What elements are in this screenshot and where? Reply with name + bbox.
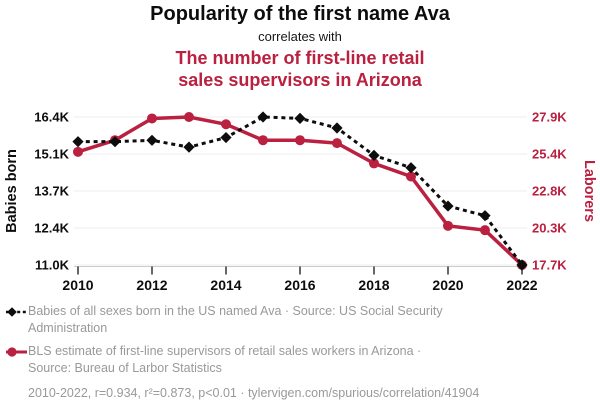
circle-marker xyxy=(480,225,490,236)
right-axis-tick-label: 17.7K xyxy=(532,258,567,273)
x-axis-tick-label: 2018 xyxy=(358,277,389,293)
diamond-marker xyxy=(294,112,306,124)
diamond-marker xyxy=(331,122,343,134)
circle-marker xyxy=(369,158,379,169)
legend-item-babies: Babies of all sexes born in the US named… xyxy=(4,303,598,336)
left-axis-tick-label: 15.1K xyxy=(34,147,69,162)
correlates-with-label: correlates with xyxy=(258,29,342,44)
circle-marker xyxy=(147,113,157,124)
circle-marker xyxy=(221,119,231,130)
legend: Babies of all sexes born in the US named… xyxy=(4,303,598,401)
circle-marker xyxy=(295,135,305,146)
stats-line: 2010-2022, r=0.934, r²=0.873, p<0.01 · t… xyxy=(28,386,480,400)
right-axis-tick-label: 20.3K xyxy=(532,221,567,236)
circle-marker xyxy=(332,138,342,149)
right-axis-tick-label: 22.8K xyxy=(532,184,567,199)
left-axis-title: Babies born xyxy=(4,149,20,233)
x-axis-tick-label: 2020 xyxy=(432,277,463,293)
circle-marker xyxy=(258,135,268,146)
left-axis-tick-label: 11.0K xyxy=(35,258,70,273)
x-axis-tick-label: 2016 xyxy=(284,277,315,293)
diamond-marker xyxy=(72,136,84,148)
diamond-marker xyxy=(405,162,417,174)
diamond-marker xyxy=(516,259,528,271)
red-circle-solid-line-icon xyxy=(4,343,28,376)
right-axis-tick-label: 27.9K xyxy=(532,110,567,125)
left-axis-tick-label: 13.7K xyxy=(34,184,69,199)
diamond-marker xyxy=(442,200,454,212)
diamond-marker xyxy=(257,111,269,123)
circle-marker xyxy=(406,171,416,182)
circle-marker xyxy=(184,112,194,122)
left-axis-tick-label: 12.4K xyxy=(34,221,69,236)
left-axis-tick-label: 16.4K xyxy=(34,110,69,125)
x-axis-tick-label: 2012 xyxy=(136,277,167,293)
right-axis-title: Laborers xyxy=(581,160,597,222)
x-axis-tick-label: 2022 xyxy=(506,277,537,293)
diamond-marker xyxy=(479,210,491,222)
secondary-title: The number of first-line retail sales sup… xyxy=(175,48,425,90)
chart-svg: 16.4K 27.9K 15.1K 25.4K 13.7K 22.8K 12.4K 20.3K… xyxy=(4,110,597,294)
diamond-marker xyxy=(368,149,380,161)
diamond-marker xyxy=(109,136,121,148)
legend-item-babies-label: Babies of all sexes born in the US named… xyxy=(28,304,443,335)
diamond-marker xyxy=(220,131,232,144)
circle-marker xyxy=(443,220,453,231)
legend-item-laborers-label: BLS estimate of first-line supervisors o… xyxy=(28,344,422,375)
legend-item-laborers: BLS estimate of first-line supervisors o… xyxy=(4,343,598,376)
diamond-marker xyxy=(183,141,195,153)
right-axis-tick-label: 25.4K xyxy=(532,147,567,162)
black-diamond-dashed-line-icon xyxy=(4,303,28,336)
figure-header: Popularity of the first name Ava correla… xyxy=(0,0,600,91)
chart-canvas: 16.4K 27.9K 15.1K 25.4K 13.7K 22.8K 12.4K 20.3K… xyxy=(0,98,600,298)
x-axis-tick-label: 2010 xyxy=(62,277,93,293)
circle-marker xyxy=(73,146,83,157)
x-axis-tick-label: 2014 xyxy=(210,277,241,293)
diamond-marker xyxy=(146,134,158,146)
page-title: Popularity of the first name Ava xyxy=(150,3,450,25)
